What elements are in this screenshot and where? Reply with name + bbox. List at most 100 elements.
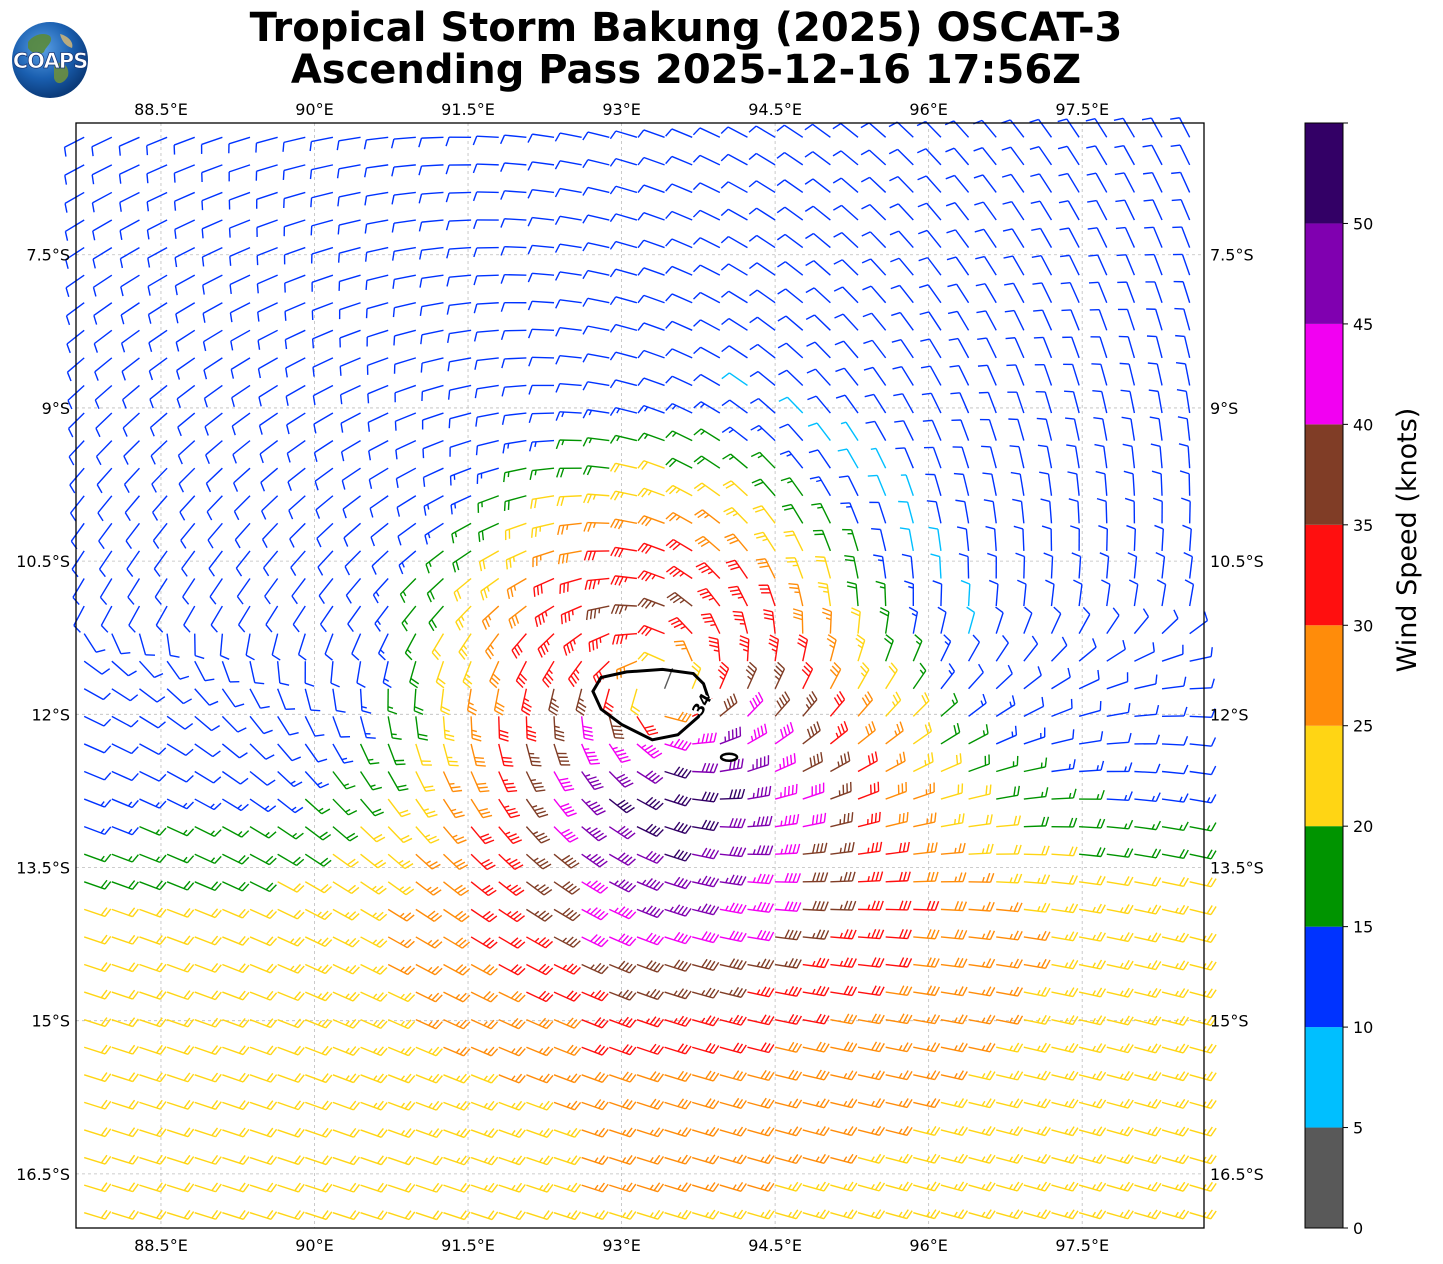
wind-barb <box>166 688 192 705</box>
wind-barb <box>996 755 1019 773</box>
wind-barb <box>636 1182 665 1193</box>
wind-barb <box>692 875 720 888</box>
wind-barb <box>834 313 859 331</box>
wind-barb <box>940 663 956 690</box>
wind-barb <box>870 447 887 469</box>
wind-barb <box>582 381 610 391</box>
wind-barb <box>857 985 885 997</box>
contour-line <box>591 667 711 742</box>
wind-barb <box>222 936 250 946</box>
wind-barb <box>351 633 362 661</box>
wind-barb <box>968 843 994 855</box>
wind-barb <box>508 605 527 629</box>
wind-barb <box>720 208 748 221</box>
wind-barb <box>805 314 831 331</box>
wind-barb <box>968 814 993 828</box>
wind-barb <box>1029 146 1053 166</box>
wind-barb <box>940 753 962 773</box>
wind-barb <box>139 743 167 755</box>
wind-barb <box>426 577 444 603</box>
wind-barb <box>151 467 168 493</box>
wind-barb <box>249 881 277 893</box>
wind-barb <box>636 796 664 811</box>
wind-barb <box>812 529 832 552</box>
wind-barb <box>968 1042 996 1053</box>
wind-barb <box>111 688 139 702</box>
wind-barb <box>525 716 537 742</box>
wind-barb <box>940 634 952 662</box>
wind-barb <box>231 384 251 408</box>
wind-barb <box>850 607 861 634</box>
wind-barb <box>139 1044 167 1055</box>
wind-barb <box>139 1154 167 1165</box>
wind-barb <box>166 907 195 918</box>
wind-barb <box>778 369 804 386</box>
wind-barb <box>440 688 451 716</box>
wind-barb <box>945 174 970 193</box>
wind-barb <box>1087 199 1108 221</box>
wind-barb <box>277 853 305 867</box>
wind-barb <box>111 1209 139 1220</box>
wind-barb <box>1148 389 1163 414</box>
wind-barb <box>91 164 113 185</box>
wind-barb <box>1134 1098 1162 1109</box>
wind-barb <box>609 960 637 974</box>
wind-barb <box>338 302 361 320</box>
wind-barb <box>1078 1043 1107 1054</box>
wind-barb <box>665 155 693 166</box>
wind-barb <box>498 1046 526 1057</box>
wind-barb <box>692 791 719 803</box>
wind-barb <box>966 606 976 634</box>
wind-barb <box>833 232 859 249</box>
wind-barb <box>776 124 804 138</box>
wind-barb <box>450 495 472 515</box>
wind-barb <box>1045 579 1055 607</box>
wind-barb <box>92 219 113 241</box>
wind-barb <box>747 755 770 773</box>
wind-barb <box>139 1017 167 1028</box>
wind-barb <box>749 343 776 359</box>
wind-barb <box>111 907 139 918</box>
wind-barb <box>1078 1209 1107 1220</box>
wind-barb <box>341 467 361 490</box>
wind-barb <box>121 357 140 381</box>
wind-barb <box>557 522 582 536</box>
wind-barb <box>1142 144 1163 166</box>
wind-barb <box>500 301 527 312</box>
wind-barb <box>249 661 265 685</box>
wind-barb <box>815 556 832 579</box>
wind-barb <box>194 1209 222 1220</box>
wind-barb <box>974 201 997 221</box>
wind-barb <box>257 357 278 379</box>
wind-barb <box>1036 417 1053 441</box>
wind-barb <box>194 935 222 946</box>
wind-barb <box>219 633 230 660</box>
wind-barb <box>693 455 721 469</box>
wind-barb <box>534 605 555 627</box>
wind-barb <box>1040 498 1053 524</box>
wind-barb <box>258 412 279 435</box>
wind-barb <box>500 218 527 228</box>
wind-barb <box>1172 253 1191 276</box>
wind-barb <box>835 394 859 414</box>
wind-barb <box>201 191 223 211</box>
wind-barb <box>835 367 859 386</box>
wind-barb <box>979 418 997 441</box>
wind-barb <box>139 826 167 836</box>
wind-barb <box>173 191 196 211</box>
wind-barb <box>1174 307 1191 331</box>
wind-barb <box>204 412 223 436</box>
wind-barb <box>277 770 303 788</box>
wind-barb <box>608 852 636 866</box>
wind-barb <box>1051 759 1076 773</box>
wind-barb <box>630 688 641 716</box>
wind-barb <box>891 338 914 359</box>
wind-barb <box>846 581 859 607</box>
wind-barb <box>83 798 112 808</box>
wind-barb <box>940 813 965 828</box>
wind-barb <box>913 1070 941 1081</box>
wind-barb <box>259 440 279 464</box>
wind-barb <box>452 550 472 573</box>
wind-barb <box>1093 416 1108 441</box>
wind-barb <box>448 412 472 429</box>
